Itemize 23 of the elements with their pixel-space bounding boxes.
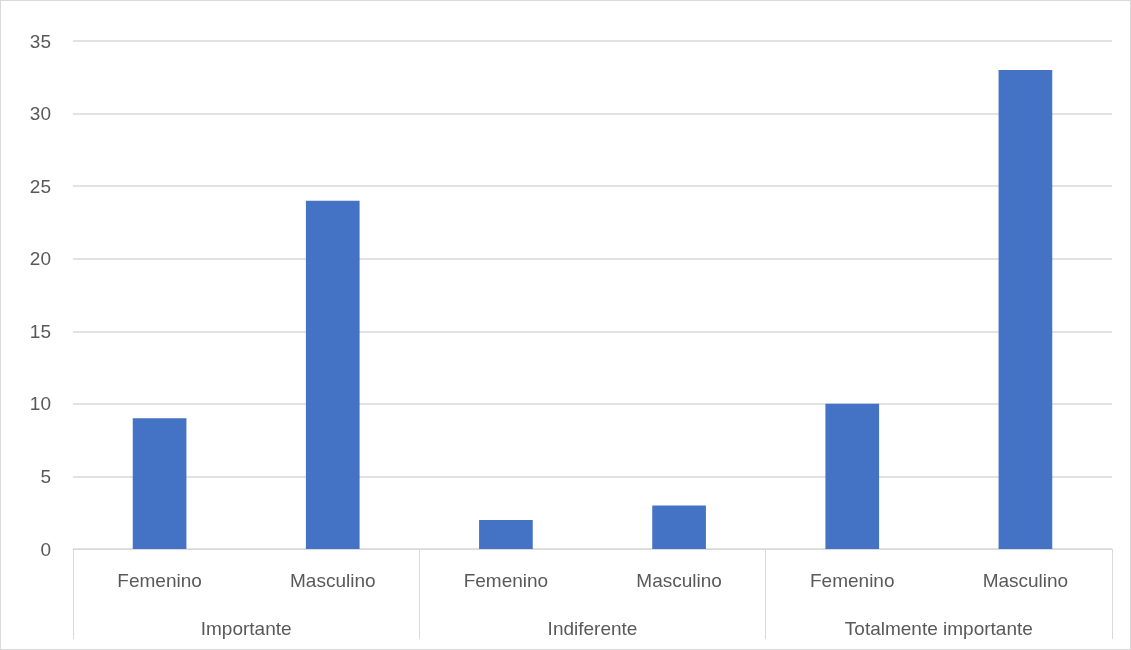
bar: [132, 418, 187, 549]
x-tick-label: Masculino: [289, 570, 376, 591]
y-tick-label: 35: [29, 30, 51, 52]
x-tick-label: Femenino: [463, 570, 549, 591]
text: Importante: [200, 618, 292, 639]
bar: [825, 403, 880, 549]
x-tick-label: Femenino: [810, 570, 895, 591]
y-tick-label: 10: [29, 393, 51, 415]
bar: [479, 519, 533, 549]
y-tick-label: 25: [29, 175, 51, 197]
y-tick-label: 5: [40, 465, 51, 487]
x-tick-label: Femenino: [117, 570, 202, 591]
bar: [652, 505, 706, 549]
x-tick-label: Masculino: [636, 570, 722, 591]
y-tick-label: 0: [40, 538, 51, 560]
y-tick-label: 15: [29, 320, 51, 342]
text: Indiferente: [547, 618, 638, 639]
bar: [305, 200, 360, 549]
x-tick-label: Masculino: [982, 570, 1069, 591]
y-tick-label: 30: [29, 103, 51, 125]
y-tick-label: 20: [29, 248, 51, 270]
text: Totalmente importante: [844, 618, 1033, 639]
bar: [998, 70, 1053, 549]
